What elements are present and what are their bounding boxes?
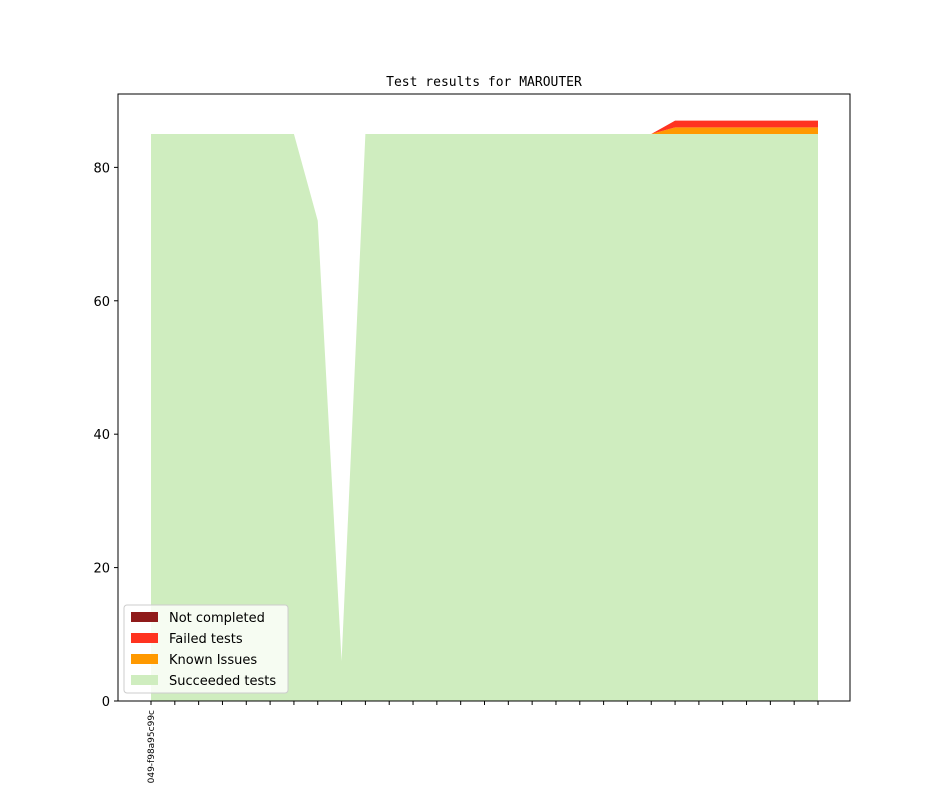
legend-label: Failed tests bbox=[169, 632, 243, 647]
legend-swatch bbox=[131, 612, 158, 622]
legend-swatch bbox=[131, 633, 158, 643]
legend-swatch bbox=[131, 675, 158, 685]
legend-label: Not completed bbox=[169, 611, 265, 626]
y-tick-label: 0 bbox=[102, 695, 110, 710]
y-tick-label: 40 bbox=[93, 428, 110, 443]
plot-frame bbox=[117, 93, 851, 702]
x-axis: 049-f98a95c99c bbox=[147, 701, 819, 783]
legend-swatch bbox=[131, 654, 158, 664]
legend: Not completed Failed tests Known Issues Suc… bbox=[123, 604, 289, 694]
legend-label: Known Issues bbox=[169, 653, 257, 668]
y-axis: 0 20 40 60 80 bbox=[93, 161, 118, 710]
legend-label: Succeeded tests bbox=[169, 674, 276, 689]
y-tick-label: 80 bbox=[93, 161, 110, 176]
y-tick-label: 60 bbox=[93, 295, 110, 310]
area-succeeded-tests bbox=[151, 134, 818, 701]
legend-box bbox=[123, 604, 289, 694]
chart-title: Test results for MAROUTER bbox=[386, 75, 582, 90]
x-tick-label: 049-f98a95c99c bbox=[147, 710, 157, 783]
area-series-group bbox=[151, 120, 818, 701]
y-tick-label: 20 bbox=[93, 562, 110, 577]
